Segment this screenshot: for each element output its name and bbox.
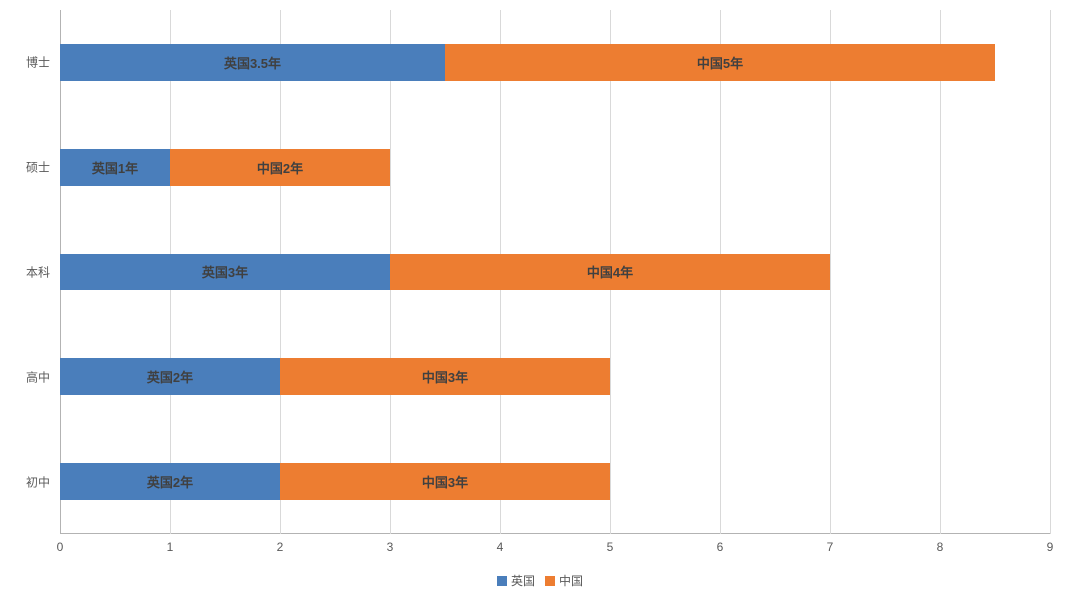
bar-label: 中国3年 xyxy=(422,472,468,491)
bar-label: 中国2年 xyxy=(257,158,303,177)
gridline xyxy=(1050,10,1051,534)
x-tick-label: 8 xyxy=(937,540,944,554)
bar-segment-china: 中国4年 xyxy=(390,254,830,291)
legend-label: 中国 xyxy=(559,572,583,589)
x-axis-line xyxy=(60,533,1050,534)
bar-label: 英国1年 xyxy=(92,158,138,177)
y-tick-label: 高中 xyxy=(26,368,50,385)
gridline xyxy=(940,10,941,534)
x-tick-label: 2 xyxy=(277,540,284,554)
y-tick-label: 本科 xyxy=(26,264,50,281)
bar-label: 中国5年 xyxy=(697,53,743,72)
y-tick-label: 博士 xyxy=(26,54,50,71)
bar-label: 英国3年 xyxy=(202,262,248,281)
bar-segment-uk: 英国1年 xyxy=(60,149,170,186)
legend-swatch xyxy=(545,576,555,586)
bar-label: 英国2年 xyxy=(147,367,193,386)
x-tick-label: 9 xyxy=(1047,540,1054,554)
x-tick-label: 0 xyxy=(57,540,64,554)
x-tick-label: 5 xyxy=(607,540,614,554)
chart-container: 0123456789博士英国3.5年中国5年硕士英国1年中国2年本科英国3年中国… xyxy=(0,0,1080,604)
bar-segment-china: 中国2年 xyxy=(170,149,390,186)
bar-segment-uk: 英国3.5年 xyxy=(60,44,445,81)
legend-item-uk: 英国 xyxy=(497,572,535,589)
x-tick-label: 4 xyxy=(497,540,504,554)
legend: 英国 中国 xyxy=(497,572,583,589)
bar-segment-uk: 英国3年 xyxy=(60,254,390,291)
x-tick-label: 1 xyxy=(167,540,174,554)
y-tick-label: 初中 xyxy=(26,473,50,490)
bar-label: 中国3年 xyxy=(422,367,468,386)
x-tick-label: 3 xyxy=(387,540,394,554)
legend-swatch xyxy=(497,576,507,586)
bar-segment-uk: 英国2年 xyxy=(60,358,280,395)
gridline xyxy=(830,10,831,534)
bar-segment-china: 中国3年 xyxy=(280,463,610,500)
x-tick-label: 7 xyxy=(827,540,834,554)
x-tick-label: 6 xyxy=(717,540,724,554)
bar-segment-china: 中国3年 xyxy=(280,358,610,395)
bar-segment-china: 中国5年 xyxy=(445,44,995,81)
legend-item-china: 中国 xyxy=(545,572,583,589)
bar-label: 英国2年 xyxy=(147,472,193,491)
bar-label: 英国3.5年 xyxy=(224,53,281,72)
plot-area: 0123456789博士英国3.5年中国5年硕士英国1年中国2年本科英国3年中国… xyxy=(60,10,1050,534)
bar-label: 中国4年 xyxy=(587,262,633,281)
y-tick-label: 硕士 xyxy=(26,159,50,176)
bar-segment-uk: 英国2年 xyxy=(60,463,280,500)
legend-label: 英国 xyxy=(511,572,535,589)
